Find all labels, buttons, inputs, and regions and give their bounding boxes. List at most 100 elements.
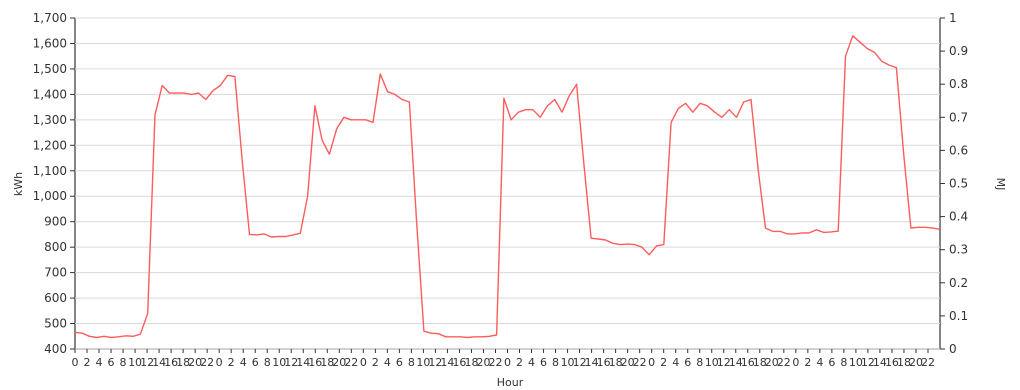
x-tick-label: 6 xyxy=(108,356,115,369)
x-tick-label: 16 xyxy=(597,356,611,369)
y-tick-label: 400 xyxy=(44,342,67,356)
x-tick-label: 22 xyxy=(777,356,791,369)
x-tick-label: 22 xyxy=(344,356,358,369)
x-tick-label: 2 xyxy=(84,356,91,369)
y2-tick-label: 0.8 xyxy=(949,77,968,91)
x-tick-label: 10 xyxy=(561,356,575,369)
x-tick-label: 12 xyxy=(284,356,298,369)
y-tick-label: 1,500 xyxy=(33,62,67,76)
x-tick-label: 14 xyxy=(440,356,454,369)
x-tick-label: 12 xyxy=(717,356,731,369)
series-group xyxy=(74,35,941,339)
x-tick-label: 22 xyxy=(488,356,502,369)
x-tick-label: 20 xyxy=(765,356,779,369)
x-tick-label: 20 xyxy=(621,356,635,369)
x-tick-label: 14 xyxy=(585,356,599,369)
x-tick-label: 22 xyxy=(200,356,214,369)
y-tick-label: 900 xyxy=(44,215,67,229)
x-tick-label: 4 xyxy=(240,356,247,369)
x-axis-title: Hour xyxy=(497,376,524,389)
x-tick-label: 20 xyxy=(332,356,346,369)
x-tick-label: 6 xyxy=(828,356,835,369)
x-tick-label: 12 xyxy=(428,356,442,369)
x-tick-label: 4 xyxy=(528,356,535,369)
y-tick-label: 1,100 xyxy=(33,164,67,178)
y2-tick-label: 0 xyxy=(949,342,957,356)
x-tick-label: 2 xyxy=(660,356,667,369)
x-tick-label: 0 xyxy=(648,356,655,369)
x-tick-label: 8 xyxy=(120,356,127,369)
y2-tick-label: 0.3 xyxy=(949,243,968,257)
x-tick-label: 16 xyxy=(452,356,466,369)
y-tick-label: 1,300 xyxy=(33,113,67,127)
x-tick-label: 4 xyxy=(384,356,391,369)
x-tick-label: 16 xyxy=(308,356,322,369)
y-tick-label: 1,700 xyxy=(33,11,67,25)
x-tick-label: 22 xyxy=(633,356,647,369)
y2-tick-label: 0.9 xyxy=(949,44,968,58)
y-tick-label: 1,600 xyxy=(33,36,67,50)
x-tick-label: 2 xyxy=(516,356,523,369)
x-tick-label: 18 xyxy=(176,356,190,369)
y-axis-left: 400 500 600 700 800 900 1,000 1,100 1,200 1,300 1,… xyxy=(33,11,75,356)
x-tick-label: 0 xyxy=(72,356,79,369)
x-tick-label: 4 xyxy=(816,356,823,369)
y2-tick-label: 0.2 xyxy=(949,276,968,290)
x-tick-label: 16 xyxy=(164,356,178,369)
x-tick-label: 8 xyxy=(696,356,703,369)
x-tick-label: 8 xyxy=(552,356,559,369)
x-tick-label: 20 xyxy=(476,356,490,369)
x-tick-label: 8 xyxy=(408,356,415,369)
y-tick-label: 1,400 xyxy=(33,87,67,101)
x-tick-label: 0 xyxy=(360,356,367,369)
x-tick-label: 10 xyxy=(705,356,719,369)
plot-frame xyxy=(74,18,941,350)
x-tick-label: 10 xyxy=(272,356,286,369)
y-tick-label: 600 xyxy=(44,291,67,305)
y2-axis-title: MJ xyxy=(994,178,1007,191)
y2-tick-label: 0.5 xyxy=(949,177,968,191)
x-tick-label: 8 xyxy=(264,356,271,369)
x-tick-label: 18 xyxy=(609,356,623,369)
x-tick-label: 20 xyxy=(909,356,923,369)
x-tick-label: 16 xyxy=(885,356,899,369)
y-axis-title: kWh xyxy=(12,172,25,196)
x-tick-label: 18 xyxy=(897,356,911,369)
x-tick-label: 10 xyxy=(128,356,142,369)
x-tick-label: 2 xyxy=(804,356,811,369)
y-tick-label: 700 xyxy=(44,266,67,280)
y2-tick-label: 0.1 xyxy=(949,309,968,323)
y2-tick-label: 0.7 xyxy=(949,110,968,124)
x-tick-label: 4 xyxy=(96,356,103,369)
x-tick-label: 12 xyxy=(140,356,154,369)
x-tick-label: 18 xyxy=(753,356,767,369)
y-tick-label: 1,200 xyxy=(33,138,67,152)
series-line-1 xyxy=(74,35,941,339)
x-tick-label: 16 xyxy=(741,356,755,369)
x-tick-label: 6 xyxy=(540,356,547,369)
y2-tick-label: 0.4 xyxy=(949,210,968,224)
x-tick-label: 22 xyxy=(921,356,935,369)
x-tick-label: 12 xyxy=(861,356,875,369)
x-tick-label: 6 xyxy=(684,356,691,369)
gridlines xyxy=(75,17,940,350)
x-tick-label: 0 xyxy=(216,356,223,369)
y-tick-label: 1,000 xyxy=(33,189,67,203)
x-tick-label: 12 xyxy=(573,356,587,369)
x-tick-label: 18 xyxy=(320,356,334,369)
y2-tick-label: 1 xyxy=(949,11,957,25)
x-tick-label: 0 xyxy=(792,356,799,369)
x-tick-label: 20 xyxy=(188,356,202,369)
x-tick-label: 14 xyxy=(729,356,743,369)
y-tick-label: 800 xyxy=(44,240,67,254)
x-tick-label: 2 xyxy=(228,356,235,369)
x-tick-label: 6 xyxy=(252,356,259,369)
x-tick-label: 8 xyxy=(840,356,847,369)
x-tick-label: 2 xyxy=(372,356,379,369)
x-tick-label: 14 xyxy=(152,356,166,369)
x-tick-label: 14 xyxy=(296,356,310,369)
x-tick-label: 18 xyxy=(464,356,478,369)
y2-tick-label: 0.6 xyxy=(949,143,968,157)
